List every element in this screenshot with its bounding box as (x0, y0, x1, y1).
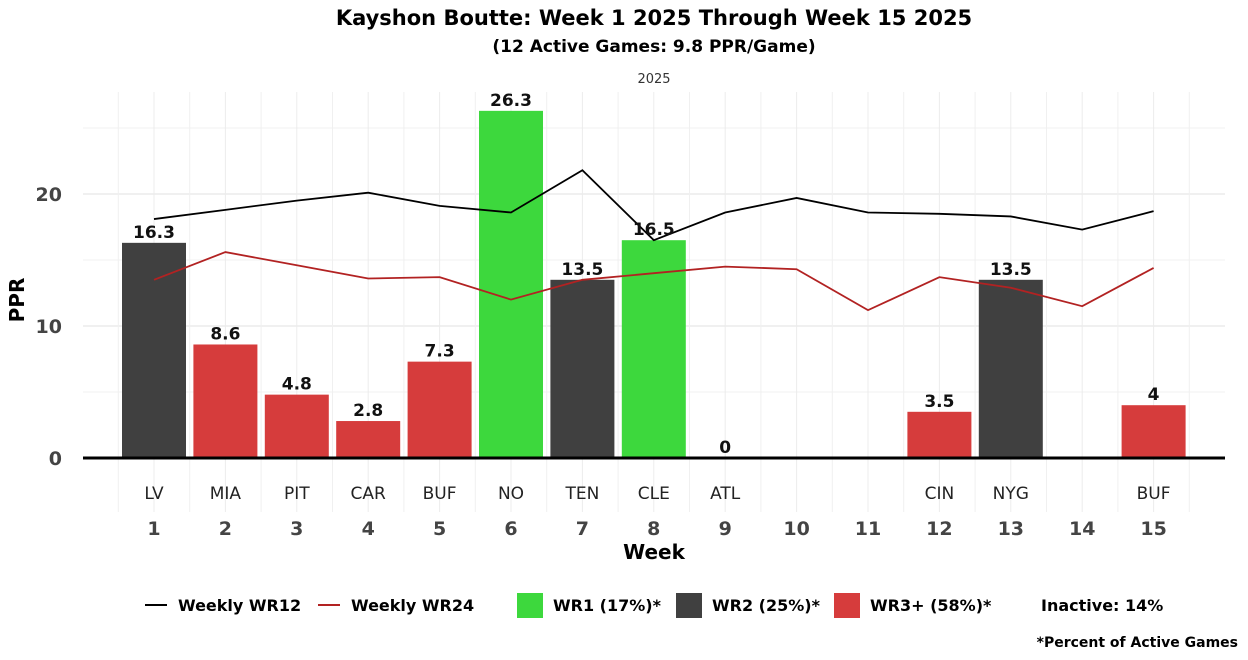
data-label-week-4: 2.8 (353, 401, 383, 421)
data-label-week-7: 13.5 (561, 260, 603, 280)
legend-label-weekly-wr24: Weekly WR24 (351, 596, 474, 615)
week-tick-label-5: 5 (433, 518, 446, 540)
opponent-label-week-6: NO (498, 484, 524, 504)
y-tick-label-10: 10 (36, 316, 62, 338)
week-tick-label-2: 2 (219, 518, 232, 540)
legend-key-wr2-25 (676, 593, 702, 618)
week-tick-label-13: 13 (998, 518, 1024, 540)
bar-week-6 (479, 110, 543, 458)
bar-week-12 (907, 411, 972, 458)
y-axis-title: PPR (5, 278, 29, 323)
opponent-label-week-5: BUF (423, 484, 457, 504)
data-label-week-13: 13.5 (990, 260, 1032, 280)
legend: Weekly WR12 Weekly WR24 WR1 (17%)* WR2 (25%… (145, 593, 1163, 618)
bar-week-8 (621, 240, 686, 458)
opponent-label-week-12: CIN (925, 484, 955, 504)
data-label-week-6: 26.3 (490, 91, 532, 111)
data-label-week-5: 7.3 (425, 342, 455, 362)
series-line-wr24 (153, 251, 1155, 312)
data-labels-group: 16.3 8.6 4.8 2.8 7.3 26.3 13.5 16.5 0 3.5 13.5 4 (133, 91, 1160, 458)
footnote: *Percent of Active Games (1037, 635, 1238, 651)
legend-key-wr3-58 (834, 593, 860, 618)
series-line-wr12 (153, 169, 1154, 242)
week-tick-label-1: 1 (147, 518, 160, 540)
week-tick-label-7: 7 (576, 518, 589, 540)
x-axis-labels-group: LV 1 MIA 2 PIT 3 CAR 4 BUF 5 NO 6 TEN 7 CLE 8 ATL 9 10 11 CI… (144, 484, 1170, 540)
opponent-label-week-13: NYG (993, 484, 1029, 504)
bars-group (83, 110, 1225, 460)
opponent-label-week-4: CAR (351, 484, 386, 504)
y-axis-labels-group: 0 10 20 (36, 184, 62, 470)
data-label-week-9: 0 (719, 438, 731, 458)
week-tick-label-9: 9 (719, 518, 732, 540)
opponent-label-week-1: LV (144, 484, 164, 504)
bar-week-13 (978, 279, 1043, 458)
opponent-label-week-9: ATL (710, 484, 741, 504)
x-axis-title: Week (623, 540, 685, 564)
week-tick-label-12: 12 (926, 518, 952, 540)
legend-label-weekly-wr12: Weekly WR12 (178, 596, 301, 615)
legend-label-inactive-14: Inactive: 14% (1041, 596, 1163, 615)
bar-week-3 (264, 394, 329, 458)
opponent-label-week-2: MIA (210, 484, 242, 504)
data-label-week-12: 3.5 (924, 392, 954, 412)
legend-label-wr2-25: WR2 (25%)* (712, 596, 821, 615)
week-tick-label-4: 4 (362, 518, 375, 540)
legend-label-wr1-17: WR1 (17%)* (553, 596, 662, 615)
data-label-week-1: 16.3 (133, 223, 175, 243)
opponent-label-week-3: PIT (284, 484, 310, 504)
bar-week-4 (336, 421, 401, 458)
opponent-label-week-7: TEN (564, 484, 599, 504)
bar-week-7 (550, 279, 615, 458)
data-label-week-3: 4.8 (282, 375, 312, 395)
legend-key-wr1-17 (517, 593, 543, 618)
legend-label-wr3-58: WR3+ (58%)* (870, 596, 992, 615)
bar-week-15 (1121, 405, 1186, 458)
facet-label: 2025 (637, 72, 670, 87)
y-tick-label-0: 0 (49, 448, 62, 470)
week-tick-label-10: 10 (783, 518, 809, 540)
chart-title: Kayshon Boutte: Week 1 2025 Through Week… (336, 6, 972, 30)
data-label-week-15: 4 (1148, 385, 1160, 405)
data-label-week-2: 8.6 (210, 324, 240, 344)
y-tick-label-20: 20 (36, 184, 62, 206)
week-tick-label-8: 8 (647, 518, 660, 540)
bar-week-5 (407, 361, 472, 458)
week-tick-label-6: 6 (504, 518, 517, 540)
opponent-label-week-8: CLE (638, 484, 670, 504)
bar-week-1 (122, 242, 186, 458)
series-lines-group (153, 169, 1155, 312)
bar-week-2 (193, 344, 258, 458)
week-tick-label-3: 3 (290, 518, 303, 540)
week-tick-label-14: 14 (1069, 518, 1095, 540)
chart-subtitle: (12 Active Games: 9.8 PPR/Game) (492, 37, 815, 57)
opponent-label-week-15: BUF (1137, 484, 1171, 504)
week-tick-label-15: 15 (1140, 518, 1166, 540)
week-tick-label-11: 11 (855, 518, 881, 540)
data-label-week-8: 16.5 (633, 220, 675, 240)
